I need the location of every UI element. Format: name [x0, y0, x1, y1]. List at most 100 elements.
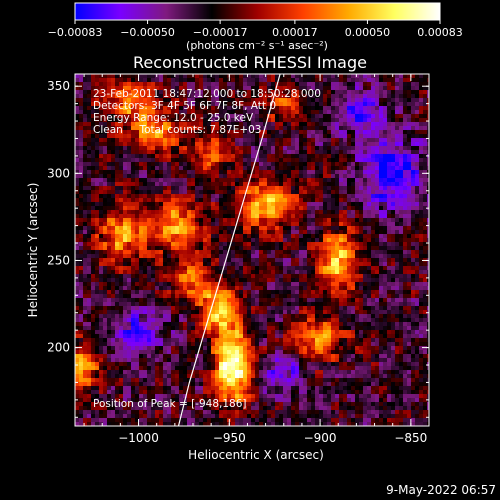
heatmap-cell: [291, 242, 296, 247]
heatmap-cell: [215, 150, 220, 155]
heatmap-cell: [255, 114, 260, 119]
heatmap-cell: [203, 254, 208, 259]
heatmap-cell: [159, 158, 164, 163]
heatmap-cell: [175, 186, 180, 191]
heatmap-cell: [195, 178, 200, 183]
heatmap-cell: [171, 82, 176, 87]
heatmap-cell: [343, 274, 348, 279]
heatmap-cell: [195, 110, 200, 115]
heatmap-cell: [291, 190, 296, 195]
heatmap-cell: [375, 118, 380, 123]
heatmap-cell: [111, 194, 116, 199]
heatmap-cell: [287, 226, 292, 231]
heatmap-cell: [183, 242, 188, 247]
heatmap-cell: [179, 74, 184, 79]
heatmap-cell: [147, 206, 152, 211]
heatmap-cell: [383, 282, 388, 287]
heatmap-cell: [195, 250, 200, 255]
heatmap-cell: [319, 94, 324, 99]
heatmap-cell: [283, 270, 288, 275]
heatmap-cell: [403, 170, 408, 175]
heatmap-cell: [75, 242, 80, 247]
heatmap-cell: [323, 138, 328, 143]
heatmap-cell: [203, 206, 208, 211]
heatmap-cell: [299, 150, 304, 155]
heatmap-cell: [319, 122, 324, 127]
heatmap-cell: [75, 286, 80, 291]
heatmap-cell: [363, 294, 368, 299]
heatmap-cell: [291, 98, 296, 103]
heatmap-cell: [323, 118, 328, 123]
heatmap-cell: [419, 166, 424, 171]
heatmap-cell: [107, 278, 112, 283]
heatmap-cell: [403, 78, 408, 83]
heatmap-cell: [227, 118, 232, 123]
heatmap-cell: [175, 238, 180, 243]
heatmap-cell: [83, 174, 88, 179]
heatmap-cell: [223, 226, 228, 231]
heatmap-cell: [347, 282, 352, 287]
heatmap-cell: [327, 106, 332, 111]
heatmap-cell: [151, 206, 156, 211]
heatmap-cell: [131, 134, 136, 139]
heatmap-cell: [243, 118, 248, 123]
heatmap-cell: [411, 98, 416, 103]
heatmap-cell: [79, 210, 84, 215]
heatmap-cell: [343, 286, 348, 291]
heatmap-cell: [203, 294, 208, 299]
heatmap-cell: [279, 206, 284, 211]
heatmap-cell: [195, 218, 200, 223]
heatmap-cell: [151, 190, 156, 195]
heatmap-cell: [415, 90, 420, 95]
heatmap-cell: [319, 270, 324, 275]
heatmap-cell: [211, 142, 216, 147]
heatmap-cell: [171, 222, 176, 227]
heatmap-cell: [151, 162, 156, 167]
heatmap-cell: [311, 218, 316, 223]
heatmap-cell: [291, 258, 296, 263]
heatmap-cell: [79, 198, 84, 203]
heatmap-cell: [107, 294, 112, 299]
heatmap-cell: [219, 258, 224, 263]
heatmap-cell: [411, 198, 416, 203]
heatmap-cell: [103, 266, 108, 271]
heatmap-cell: [251, 78, 256, 83]
heatmap-cell: [147, 134, 152, 139]
heatmap-cell: [103, 122, 108, 127]
heatmap-cell: [271, 282, 276, 287]
heatmap-cell: [403, 190, 408, 195]
heatmap-cell: [263, 110, 268, 115]
heatmap-cell: [227, 274, 232, 279]
heatmap-cell: [247, 122, 252, 127]
heatmap-cell: [271, 270, 276, 275]
heatmap-cell: [367, 210, 372, 215]
heatmap-cell: [103, 154, 108, 159]
heatmap-cell: [367, 274, 372, 279]
heatmap-cell: [279, 242, 284, 247]
heatmap-cell: [231, 214, 236, 219]
heatmap-cell: [155, 102, 160, 107]
heatmap-cell: [175, 210, 180, 215]
heatmap-cell: [103, 274, 108, 279]
heatmap-cell: [151, 234, 156, 239]
heatmap-cell: [199, 286, 204, 291]
heatmap-cell: [283, 114, 288, 119]
heatmap-cell: [395, 178, 400, 183]
heatmap-cell: [147, 194, 152, 199]
heatmap-cell: [375, 122, 380, 127]
heatmap-cell: [403, 210, 408, 215]
heatmap-cell: [151, 158, 156, 163]
heatmap-cell: [363, 186, 368, 191]
heatmap-cell: [327, 230, 332, 235]
heatmap-cell: [251, 74, 256, 79]
heatmap-cell: [419, 250, 424, 255]
heatmap-cell: [99, 226, 104, 231]
heatmap-cell: [167, 170, 172, 175]
heatmap-cell: [283, 170, 288, 175]
heatmap-cell: [119, 118, 124, 123]
heatmap-cell: [255, 274, 260, 279]
heatmap-cell: [179, 182, 184, 187]
heatmap-cell: [259, 170, 264, 175]
heatmap-cell: [195, 234, 200, 239]
heatmap-cell: [239, 146, 244, 151]
